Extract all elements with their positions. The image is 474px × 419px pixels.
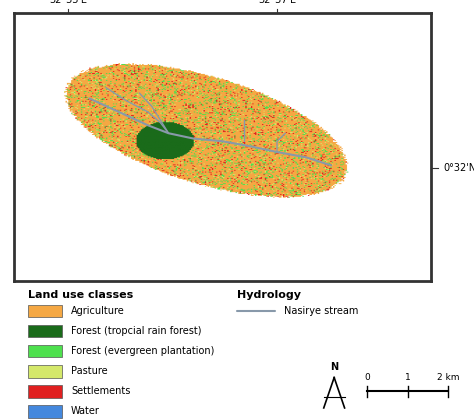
Text: 2 km: 2 km bbox=[437, 372, 459, 382]
Text: 0°32'N: 0°32'N bbox=[444, 163, 474, 173]
Text: 0: 0 bbox=[365, 372, 370, 382]
Text: Agriculture: Agriculture bbox=[71, 306, 125, 316]
Text: Hydrology: Hydrology bbox=[237, 290, 301, 300]
Text: Forest (evergreen plantation): Forest (evergreen plantation) bbox=[71, 346, 214, 356]
Text: 32°37'E: 32°37'E bbox=[258, 0, 296, 5]
FancyBboxPatch shape bbox=[28, 305, 62, 317]
Text: Forest (tropcial rain forest): Forest (tropcial rain forest) bbox=[71, 326, 201, 336]
FancyBboxPatch shape bbox=[28, 325, 62, 337]
FancyBboxPatch shape bbox=[28, 365, 62, 378]
FancyBboxPatch shape bbox=[28, 385, 62, 398]
Text: 32°33'E: 32°33'E bbox=[49, 0, 87, 5]
Text: Nasirye stream: Nasirye stream bbox=[284, 306, 359, 316]
Text: Water: Water bbox=[71, 406, 100, 416]
FancyBboxPatch shape bbox=[28, 405, 62, 418]
Text: N: N bbox=[330, 362, 338, 372]
Text: Settlements: Settlements bbox=[71, 386, 130, 396]
Text: Pasture: Pasture bbox=[71, 366, 108, 376]
FancyBboxPatch shape bbox=[28, 345, 62, 357]
Text: Land use classes: Land use classes bbox=[28, 290, 134, 300]
Text: 1: 1 bbox=[405, 372, 410, 382]
